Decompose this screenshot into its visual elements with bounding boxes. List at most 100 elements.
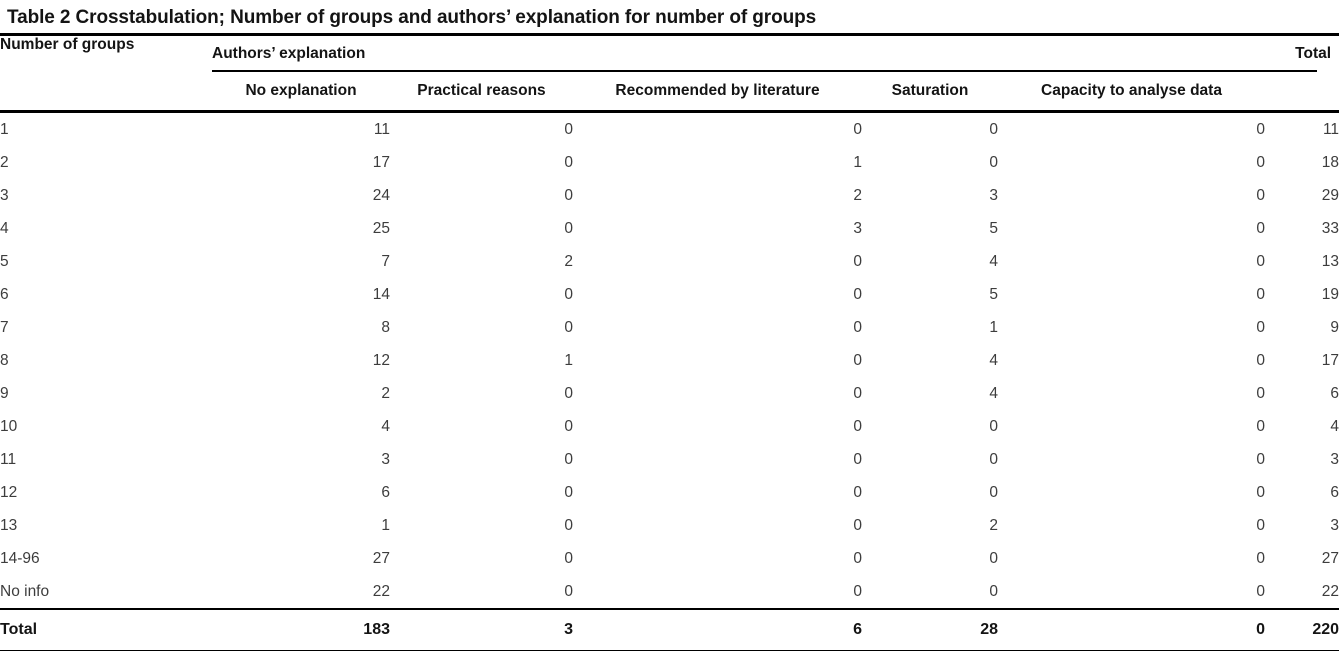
total-row: Total 183 3 6 28 0 220: [0, 608, 1339, 651]
row-label: 2: [0, 153, 9, 171]
table-row: 14-96 27 0 0 0 0 27: [0, 542, 1339, 575]
cell-capacity: 0: [1256, 351, 1265, 369]
row-label: 7: [0, 318, 9, 336]
cell-capacity: 0: [1256, 252, 1265, 270]
total-row-label: Total: [0, 608, 212, 651]
group-header-rule: Authors’ explanation Total: [212, 36, 1339, 72]
cell-no-explanation: 3: [381, 450, 390, 468]
table-row: 13 1 0 0 2 0 3: [0, 509, 1339, 542]
cell-recommended-by-literature: 0: [853, 252, 862, 270]
cell-saturation: 1: [989, 318, 998, 336]
cell-practical-reasons: 0: [564, 120, 573, 138]
cell-row-total: 29: [1321, 186, 1339, 204]
total-row-grand-total: 220: [1265, 608, 1339, 651]
cell-practical-reasons: 0: [564, 384, 573, 402]
cell-capacity: 0: [1256, 417, 1265, 435]
cell-row-total: 9: [1330, 318, 1339, 336]
cell-row-total: 19: [1321, 285, 1339, 303]
cell-practical-reasons: 0: [564, 417, 573, 435]
cell-no-explanation: 17: [372, 153, 390, 171]
cell-recommended-by-literature: 0: [853, 582, 862, 600]
cell-capacity: 0: [1256, 384, 1265, 402]
row-label: 8: [0, 351, 9, 369]
row-label: 11: [0, 450, 17, 468]
cell-recommended-by-literature: 0: [853, 120, 862, 138]
table-row: 7 8 0 0 1 0 9: [0, 311, 1339, 344]
cell-row-total: 18: [1321, 153, 1339, 171]
cell-recommended-by-literature: 0: [853, 516, 862, 534]
cell-saturation: 0: [989, 450, 998, 468]
cell-practical-reasons: 2: [564, 252, 573, 270]
cell-recommended-by-literature: 0: [853, 384, 862, 402]
cell-no-explanation: 2: [381, 384, 390, 402]
cell-recommended-by-literature: 0: [853, 450, 862, 468]
table-row: 4 25 0 3 5 0 33: [0, 212, 1339, 245]
cell-recommended-by-literature: 0: [853, 549, 862, 567]
cell-saturation: 2: [989, 516, 998, 534]
cell-saturation: 0: [989, 582, 998, 600]
table-row: 1 11 0 0 0 0 11: [0, 112, 1339, 147]
cell-capacity: 0: [1256, 318, 1265, 336]
cell-saturation: 0: [989, 120, 998, 138]
cell-row-total: 6: [1330, 384, 1339, 402]
cell-practical-reasons: 0: [564, 285, 573, 303]
row-label: 12: [0, 483, 18, 501]
header-row-subcolumns: No explanation Practical reasons Recomme…: [0, 72, 1339, 113]
cell-no-explanation: 12: [372, 351, 390, 369]
crosstab-table: Number of groups Authors’ explanation To…: [0, 36, 1339, 651]
cell-row-total: 11: [1322, 120, 1339, 138]
row-label: No info: [0, 582, 50, 600]
cell-row-total: 33: [1321, 219, 1339, 237]
table-row: 11 3 0 0 0 0 3: [0, 443, 1339, 476]
cell-practical-reasons: 0: [564, 450, 573, 468]
cell-no-explanation: 22: [372, 582, 390, 600]
col-header-total-spacer: [1265, 72, 1339, 113]
table-title: Table 2 Crosstabulation; Number of group…: [0, 0, 1339, 36]
col-header-practical-reasons: Practical reasons: [390, 72, 573, 113]
cell-row-total: 6: [1330, 483, 1339, 501]
cell-capacity: 0: [1256, 549, 1265, 567]
row-label: 5: [0, 252, 9, 270]
cell-no-explanation: 8: [381, 318, 390, 336]
cell-practical-reasons: 0: [564, 219, 573, 237]
cell-row-total: 4: [1330, 417, 1339, 435]
cell-saturation: 0: [989, 153, 998, 171]
group-header-authors-explanation: Authors’ explanation: [212, 45, 366, 62]
cell-capacity: 0: [1256, 516, 1265, 534]
col-header-total: Total: [1295, 45, 1332, 62]
cell-row-total: 27: [1321, 549, 1339, 567]
cell-capacity: 0: [1256, 153, 1265, 171]
cell-saturation: 4: [989, 351, 998, 369]
authors-explanation-span: Authors’ explanation Total: [212, 36, 1339, 72]
cell-practical-reasons: 0: [564, 318, 573, 336]
cell-saturation: 4: [989, 384, 998, 402]
table-body: 1 11 0 0 0 0 11 2 17 0 1 0 0 18 3 24 0 2…: [0, 112, 1339, 610]
col-header-saturation: Saturation: [862, 72, 998, 113]
cell-row-total: 22: [1321, 582, 1339, 600]
cell-row-total: 3: [1330, 516, 1339, 534]
cell-practical-reasons: 0: [564, 516, 573, 534]
cell-practical-reasons: 1: [564, 351, 573, 369]
table-row: 9 2 0 0 4 0 6: [0, 377, 1339, 410]
cell-capacity: 0: [1256, 285, 1265, 303]
total-cell-no-explanation: 183: [212, 608, 390, 651]
row-label: 6: [0, 285, 9, 303]
cell-capacity: 0: [1256, 582, 1265, 600]
cell-row-total: 3: [1330, 450, 1339, 468]
cell-no-explanation: 4: [381, 417, 390, 435]
cell-saturation: 4: [989, 252, 998, 270]
cell-practical-reasons: 0: [564, 483, 573, 501]
col-header-number-of-groups: Number of groups: [0, 36, 212, 113]
table-header: Number of groups Authors’ explanation To…: [0, 36, 1339, 113]
table-row: 10 4 0 0 0 0 4: [0, 410, 1339, 443]
cell-no-explanation: 11: [373, 120, 390, 138]
col-header-recommended-by-literature: Recommended by literature: [573, 72, 862, 113]
col-header-capacity-to-analyse-data: Capacity to analyse data: [998, 72, 1265, 113]
cell-practical-reasons: 0: [564, 153, 573, 171]
table-row: 8 12 1 0 4 0 17: [0, 344, 1339, 377]
total-cell-recommended-by-literature: 6: [573, 608, 862, 651]
row-label: 13: [0, 516, 18, 534]
cell-practical-reasons: 0: [564, 549, 573, 567]
table-row: 3 24 0 2 3 0 29: [0, 179, 1339, 212]
